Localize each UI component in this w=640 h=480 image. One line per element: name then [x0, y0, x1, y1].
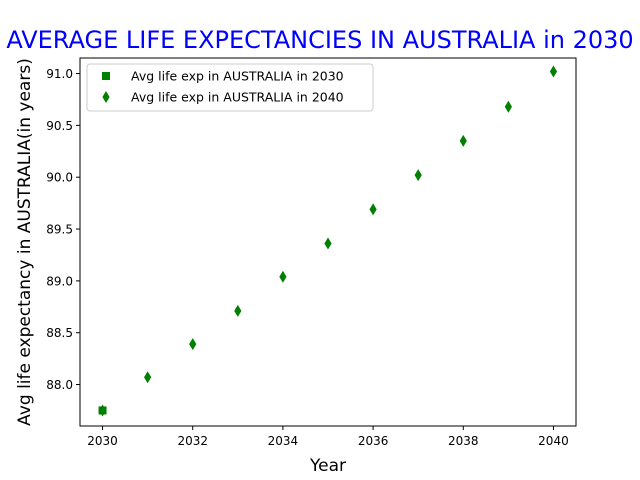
data-point-series-2: [98, 404, 107, 417]
plot-frame: [79, 57, 577, 427]
legend-marker-2: [102, 91, 110, 103]
data-marks: [98, 65, 558, 417]
y-tick-label: 89.5: [46, 223, 73, 237]
legend: Avg life exp in AUSTRALIA in 2030 Avg lif…: [86, 63, 374, 112]
x-tick-label: 2032: [177, 434, 208, 448]
x-tick-label: 2040: [538, 434, 569, 448]
x-tick-label: 2036: [358, 434, 389, 448]
data-point-series-2: [234, 304, 242, 317]
y-tick-label: 88.5: [46, 326, 73, 340]
data-point-series-2: [144, 371, 152, 384]
data-point-series-2: [504, 100, 512, 113]
data-point-series-2: [279, 270, 287, 283]
y-tick-label: 90.0: [46, 171, 73, 185]
y-tick-label: 88.0: [46, 378, 73, 392]
legend-label-2: Avg life exp in AUSTRALIA in 2040: [131, 90, 344, 105]
y-axis-label: Avg life expectancy in AUSTRALIA(in year…: [15, 58, 35, 426]
y-tick-label: 91.0: [46, 67, 73, 81]
data-point-series-2: [369, 203, 377, 216]
x-tick-label: 2030: [87, 434, 118, 448]
chart-title: AVERAGE LIFE EXPECTANCIES IN AUSTRALIA i…: [6, 26, 633, 54]
x-axis-label: Year: [309, 456, 346, 476]
y-tick-label: 89.0: [46, 274, 73, 288]
legend-label-1: Avg life exp in AUSTRALIA in 2030: [131, 69, 344, 84]
x-axis: 2030 2032 2034 2036 2038 2040: [87, 426, 569, 448]
legend-box: [86, 63, 374, 112]
x-tick-label: 2034: [268, 434, 299, 448]
x-tick-label: 2038: [448, 434, 479, 448]
data-point-series-2: [189, 338, 197, 351]
y-tick-label: 90.5: [46, 119, 73, 133]
data-point-series-2: [459, 134, 467, 147]
data-point-series-2: [414, 169, 422, 182]
data-point-series-2: [324, 237, 332, 250]
data-point-series-2: [549, 65, 558, 78]
y-axis: 88.0 88.5 89.0 89.5 90.0 90.5 91.0: [46, 67, 80, 392]
legend-marker-1: [102, 72, 110, 80]
